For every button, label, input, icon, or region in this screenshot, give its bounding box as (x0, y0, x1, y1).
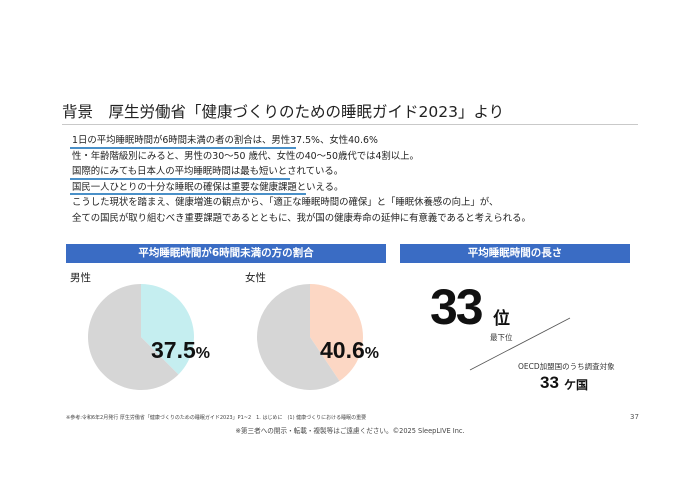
footnote: ※参考:令和6年2月発行 厚生労働省「健康づくりのための睡眠ガイド2023」P1… (66, 415, 367, 421)
female-percentage-unit: % (364, 345, 379, 362)
text-line-content: 全ての国民が取り組むべき重要課題であるとともに、我が国の健康寿命の延伸に有意義で… (72, 212, 531, 224)
text-line: 国民一人ひとりの十分な睡眠の確保は重要な健康課題といえる。 (70, 180, 642, 196)
text-line: 1日の平均睡眠時間が6時間未満の者の割合は、男性37.5%、女性40.6% (70, 133, 642, 149)
sleep-length-heading: 平均睡眠時間の長さ (400, 244, 630, 263)
male-label: 男性 (70, 272, 91, 284)
title-divider (62, 124, 638, 125)
male-pie-chart (88, 284, 194, 390)
country-count-unit: ケ国 (564, 378, 589, 392)
text-line: 性・年齢階級別にみると、男性の30～50 歳代、女性の40～50歳代では4割以上… (72, 149, 642, 165)
copyright-notice: ※第三者への開示・転載・複製等はご遠慮ください。©2025 SleepLIVE … (235, 427, 465, 435)
highlight-underline (70, 146, 296, 149)
text-line: 国際的にみても日本人の平均睡眠時間は最も短いとされている。 (70, 164, 642, 180)
highlight-underline (70, 177, 290, 180)
female-label: 女性 (245, 272, 266, 284)
male-percentage-value: 37.5 (151, 337, 196, 363)
female-pie-slice-short-sleep (310, 284, 363, 382)
rank-sub-label: 最下位 (490, 333, 513, 342)
text-line-content: 1日の平均睡眠時間が6時間未満の者の割合は、男性37.5%、女性40.6% (72, 135, 378, 146)
male-percentage: 37.5% (151, 337, 210, 364)
highlight-underline (70, 193, 306, 196)
male-percentage-unit: % (195, 345, 210, 362)
text-line: 全ての国民が取り組むべき重要課題であるとともに、我が国の健康寿命の延伸に有意義で… (72, 211, 642, 227)
rank-unit: 位 (493, 309, 510, 329)
female-pie-slice-other (257, 284, 340, 390)
text-line-content: 国際的にみても日本人の平均睡眠時間は最も短いとされている。 (72, 166, 344, 178)
country-count: 33 (540, 373, 559, 392)
male-pie-slice-other (88, 284, 179, 390)
text-line-content: 国民一人ひとりの十分な睡眠の確保は重要な健康課題といえる。 (72, 181, 344, 193)
slide-title: 背景 厚生労働省「健康づくりのための睡眠ガイド2023」より (62, 103, 505, 121)
text-line: こうした現状を踏まえ、健康増進の観点から、「適正な睡眠時間の確保」と「睡眠休養感… (72, 195, 642, 211)
male-pie-slice-short-sleep (141, 284, 194, 375)
rank-number: 33 (430, 279, 484, 335)
page-number: 37 (630, 413, 639, 421)
female-percentage-value: 40.6 (320, 337, 365, 363)
female-percentage: 40.6% (320, 337, 379, 364)
oecd-label: OECD加盟国のうち調査対象 (518, 362, 615, 371)
background-text: 1日の平均睡眠時間が6時間未満の者の割合は、男性37.5%、女性40.6% 性・… (70, 133, 642, 227)
text-line-content: 性・年齢階級別にみると、男性の30～50 歳代、女性の40～50歳代では4割以上… (72, 150, 419, 162)
female-pie-chart (257, 284, 363, 390)
text-line-content: こうした現状を踏まえ、健康増進の観点から、「適正な睡眠時間の確保」と「睡眠休養感… (72, 197, 499, 209)
short-sleep-ratio-heading: 平均睡眠時間が6時間未満の方の割合 (66, 244, 386, 263)
